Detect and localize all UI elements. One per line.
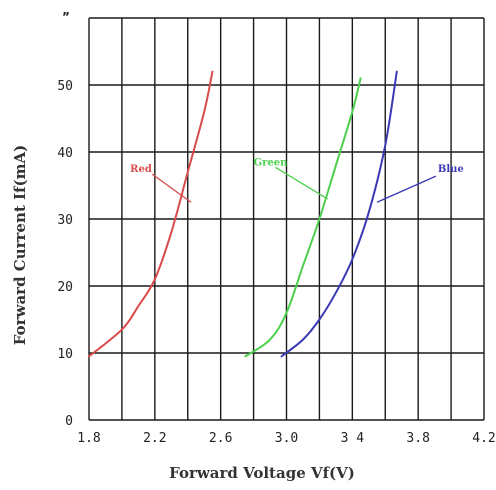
series-label-blue: Blue — [438, 164, 464, 175]
y-tick-labels: 0 10 20 30 40 50 — [57, 79, 73, 429]
x-tick-labels: 1.8 2.2 2.6 3.0 3 4 3.8 4.2 — [77, 431, 495, 446]
x-tick-label: 1.8 — [77, 431, 100, 446]
y-tick-label: 40 — [57, 146, 73, 161]
x-tick-label: 3 4 — [341, 431, 365, 446]
x-tick-label: 3.8 — [406, 431, 429, 446]
grid — [88, 17, 485, 421]
series-label-green: Green — [254, 157, 289, 168]
x-axis-title: Forward Voltage Vf(V) — [169, 464, 355, 482]
x-tick-label: 4.2 — [472, 431, 495, 446]
y-tick-label: 0 — [65, 414, 73, 429]
x-tick-label: 3.0 — [275, 431, 298, 446]
leader-line-red — [151, 173, 192, 203]
series-line-green — [244, 77, 362, 358]
leader-line-blue — [376, 175, 437, 203]
series-layer: Red Green Blue — [88, 70, 464, 358]
y-axis-title: Forward Current If(mA) — [11, 145, 29, 345]
y-tick-label: 30 — [57, 213, 73, 228]
leader-line-green — [275, 166, 328, 200]
x-tick-label: 2.2 — [143, 431, 166, 446]
top-left-glyph: ” — [62, 10, 70, 24]
y-tick-label: 50 — [57, 79, 73, 94]
series-line-red — [88, 70, 214, 358]
series-line-blue — [280, 70, 398, 358]
x-tick-label: 2.6 — [209, 431, 232, 446]
series-label-red: Red — [130, 164, 152, 175]
y-tick-label: 10 — [57, 347, 73, 362]
y-tick-label: 20 — [57, 280, 73, 295]
